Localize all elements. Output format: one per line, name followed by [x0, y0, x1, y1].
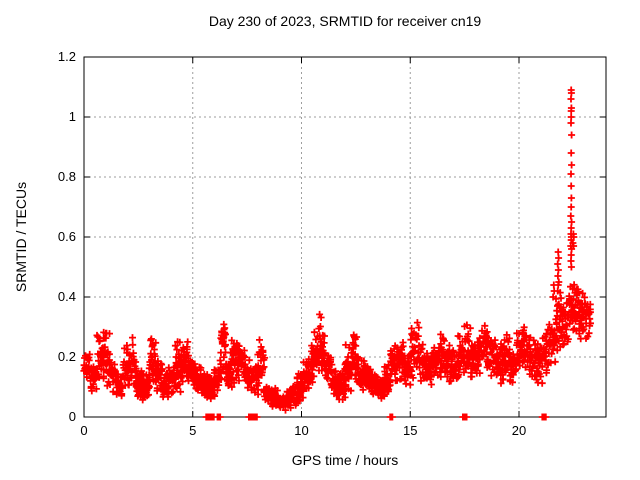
x-axis-label: GPS time / hours	[291, 452, 399, 468]
y-tick-label: 0.4	[58, 289, 76, 304]
y-tick-label: 1.2	[58, 49, 76, 64]
x-tick-label: 0	[80, 423, 87, 438]
y-tick-label: 0.2	[58, 349, 76, 364]
x-tick-label: 20	[512, 423, 526, 438]
x-tick-label: 10	[294, 423, 308, 438]
y-tick-label: 0.8	[58, 169, 76, 184]
y-tick-label: 1	[69, 109, 76, 124]
x-tick-label: 5	[189, 423, 196, 438]
y-tick-label: 0	[69, 409, 76, 424]
chart-title: Day 230 of 2023, SRMTID for receiver cn1…	[208, 13, 482, 29]
x-tick-label: 15	[403, 423, 417, 438]
y-tick-label: 0.6	[58, 229, 76, 244]
scatter-points	[80, 86, 594, 421]
